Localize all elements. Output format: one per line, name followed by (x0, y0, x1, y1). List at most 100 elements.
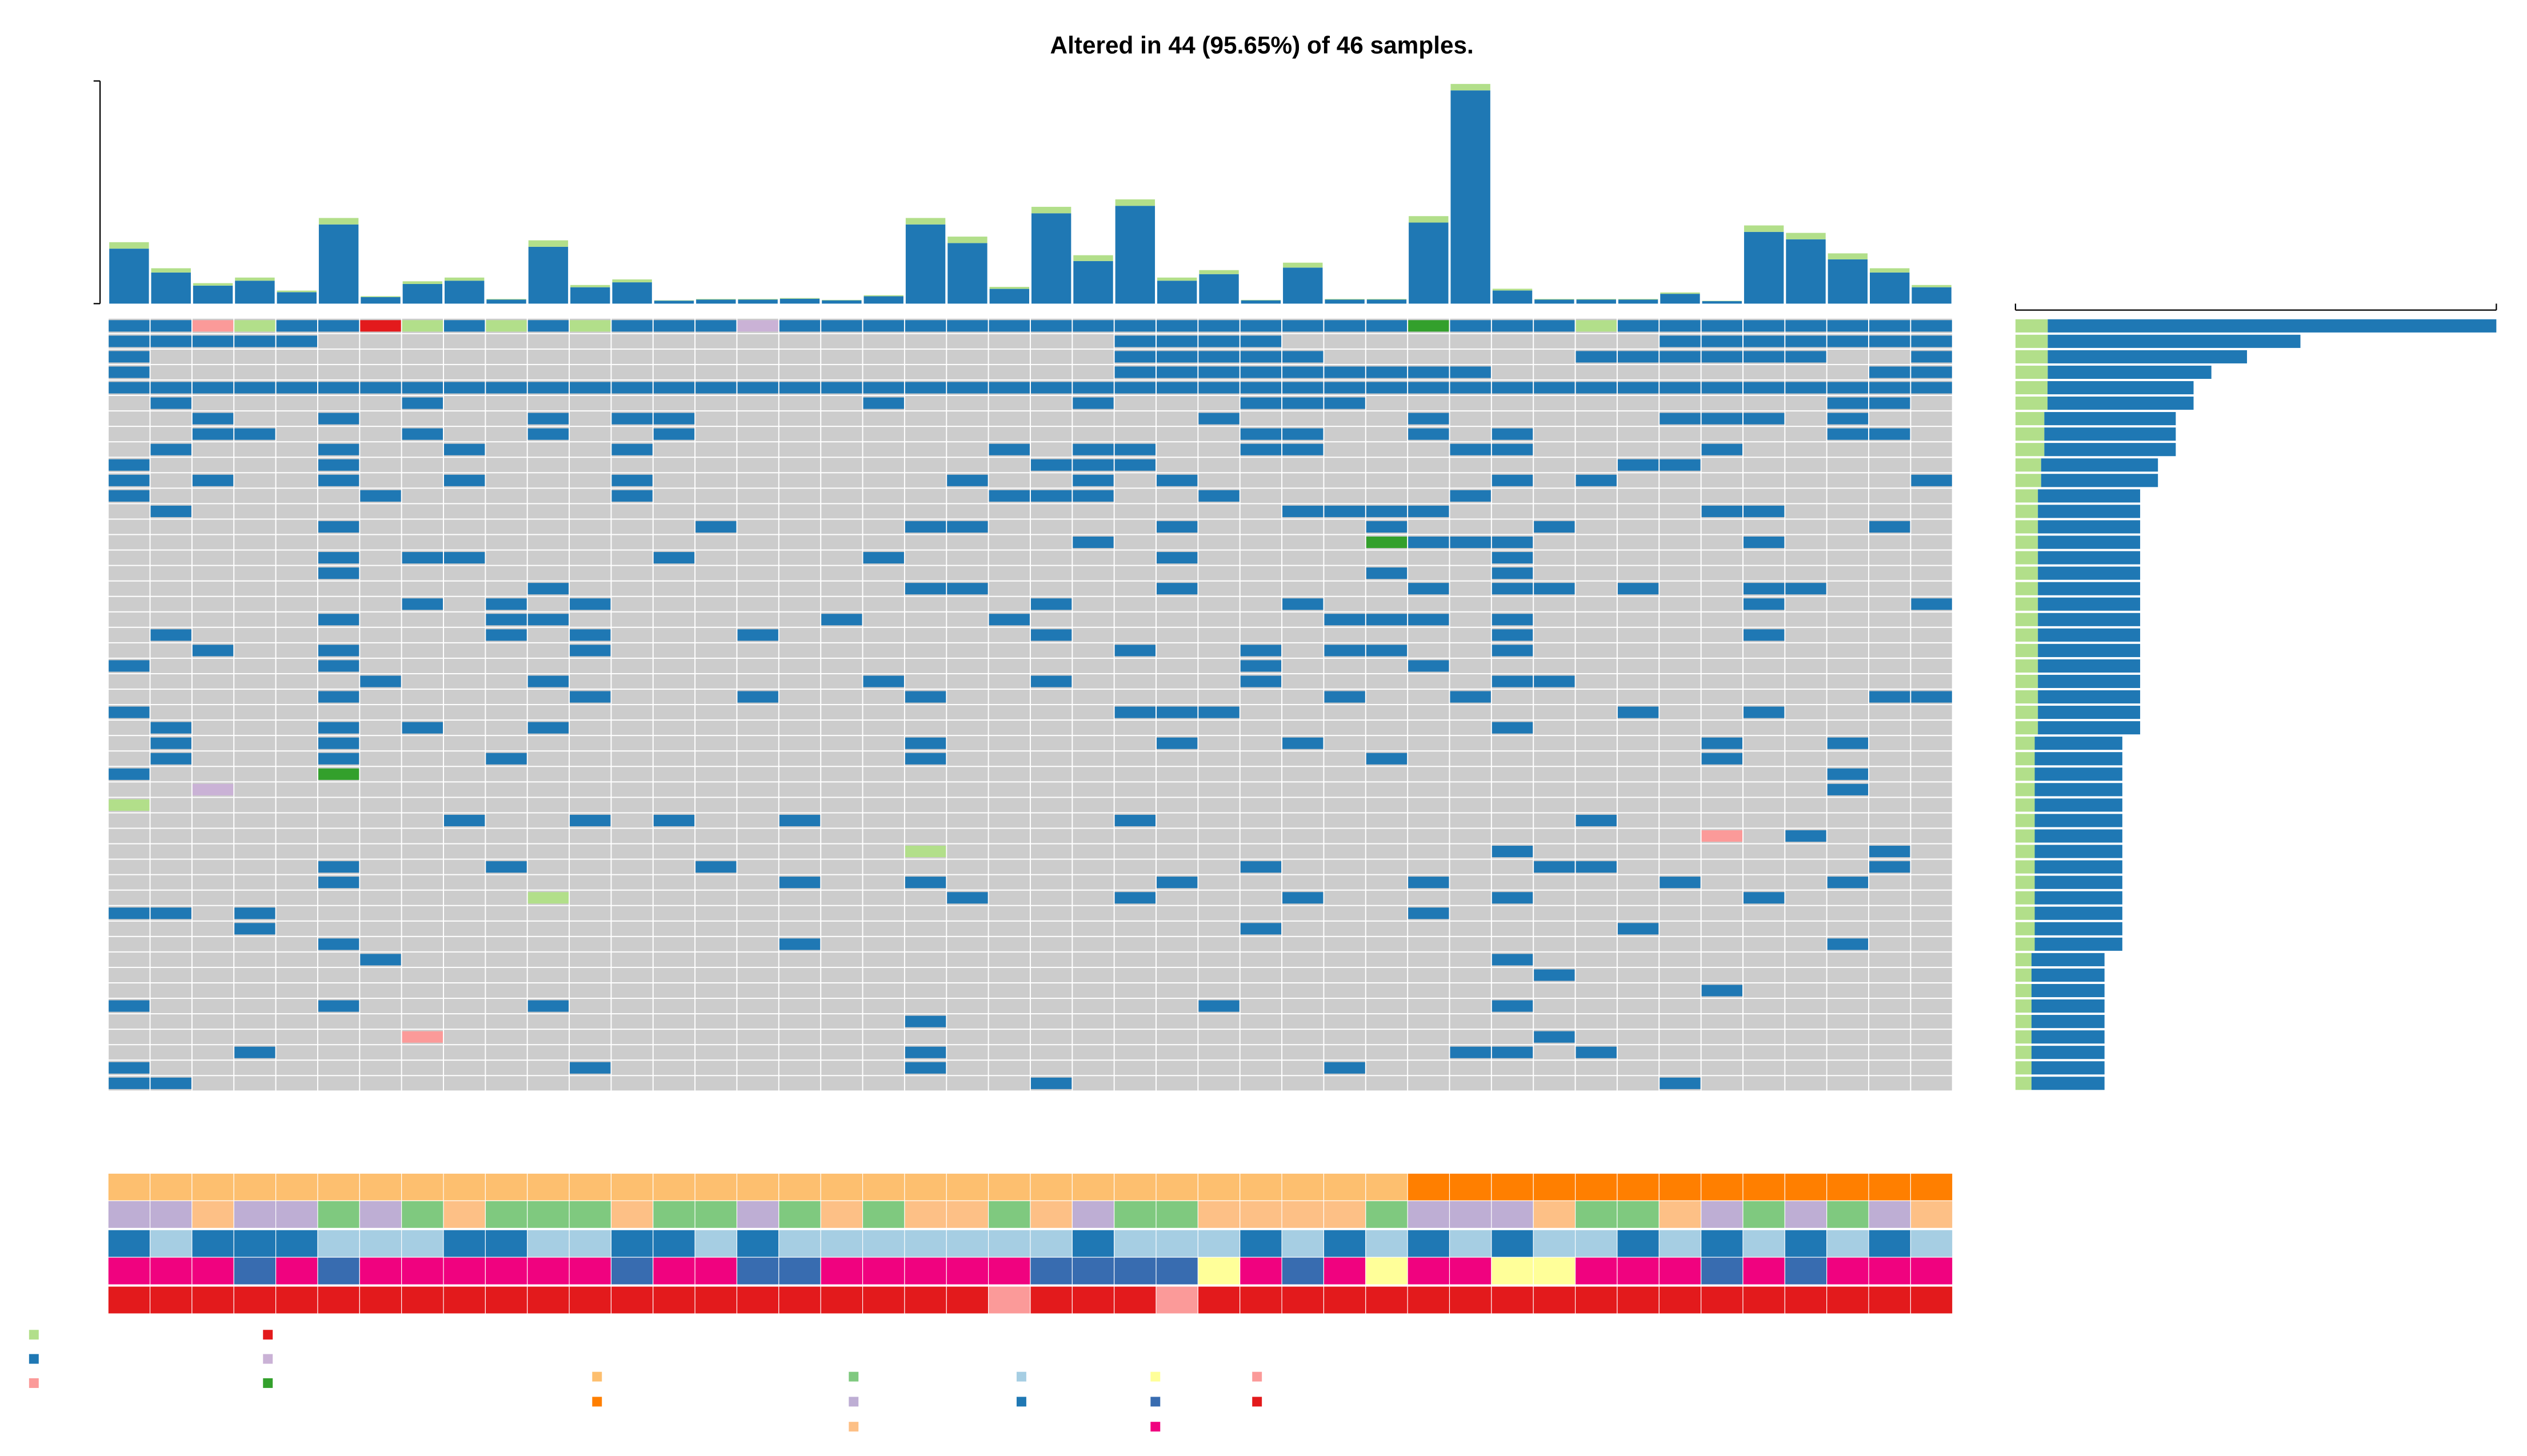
oncoprint-cell-bg (150, 798, 191, 813)
top-bar (1073, 261, 1113, 304)
oncoprint-cell-bg (695, 442, 737, 457)
oncoprint-cell (1492, 954, 1533, 966)
oncoprint-cell-bg (821, 736, 862, 751)
oncoprint-cell-bg (527, 458, 569, 473)
oncoprint-cell-bg (1240, 411, 1282, 426)
oncoprint-cell-bg (1743, 612, 1785, 627)
oncoprint-cell-bg (1911, 952, 1952, 967)
annotation-cell (1071, 1257, 1115, 1285)
oncoprint-cell-bg (1324, 597, 1365, 611)
oncoprint-cell-bg (1282, 581, 1324, 596)
oncoprint-cell-bg (1701, 396, 1742, 411)
oncoprint-cell-bg (276, 859, 317, 874)
oncoprint-cell-bg (905, 566, 946, 581)
oncoprint-cell-bg (109, 890, 150, 905)
oncoprint-cell-bg (318, 504, 359, 519)
oncoprint-cell-bg (1030, 983, 1072, 998)
annotation-cell (988, 1173, 1031, 1201)
oncoprint-cell (1114, 335, 1156, 347)
side-bar-segment (2015, 983, 2032, 998)
oncoprint-cell-bg (1157, 1014, 1198, 1029)
oncoprint-cell-bg (318, 1014, 359, 1029)
oncoprint-cell-bg (779, 519, 821, 534)
oncoprint-cell-bg (1282, 751, 1324, 766)
oncoprint-cell-bg (653, 782, 695, 797)
oncoprint-cell (1450, 366, 1491, 378)
oncoprint-cell-bg (1869, 1030, 1910, 1045)
oncoprint-cell-bg (989, 844, 1030, 859)
side-bar (2034, 845, 2122, 858)
oncoprint-cell-bg (989, 782, 1030, 797)
annotation-cell (862, 1200, 905, 1229)
oncoprint-cell-bg (1114, 597, 1156, 611)
oncoprint-cell (1534, 969, 1575, 981)
oncoprint-cell-bg (1660, 658, 1701, 673)
oncoprint-cell-bg (1660, 489, 1701, 503)
oncoprint-cell-bg (109, 581, 150, 596)
oncoprint-cell-bg (1450, 906, 1491, 921)
oncoprint-cell-bg (1660, 566, 1701, 581)
oncoprint-cell-bg (1534, 504, 1575, 519)
oncoprint-cell-bg (1869, 952, 1910, 967)
annotation-cell (862, 1229, 905, 1258)
oncoprint-cell-bg (1534, 597, 1575, 611)
oncoprint-cell-bg (234, 643, 275, 658)
top-bar (1786, 239, 1826, 304)
annotation-cell (820, 1257, 863, 1285)
oncoprint-cell-bg (1324, 967, 1365, 982)
annotation-cell (317, 1229, 360, 1258)
oncoprint-cell-bg (570, 1076, 611, 1091)
oncoprint-cell-bg (1785, 813, 1826, 828)
oncoprint-cell-bg (1324, 411, 1365, 426)
oncoprint-cell-bg (863, 705, 904, 720)
side-bar (2038, 659, 2141, 673)
oncoprint-cell-bg (527, 658, 569, 673)
oncoprint-cell (989, 443, 1030, 455)
oncoprint-cell (1114, 366, 1156, 378)
oncoprint-cell-bg (486, 906, 527, 921)
oncoprint-cell-bg (1114, 674, 1156, 689)
oncoprint-cell-bg (653, 658, 695, 673)
oncoprint-cell-bg (1534, 829, 1575, 843)
oncoprint-cell-bg (947, 334, 988, 349)
oncoprint-cell-bg (192, 519, 234, 534)
oncoprint-cell-bg (737, 458, 778, 473)
oncoprint-cell-bg (1324, 767, 1365, 782)
oncoprint-cell-bg (1701, 489, 1742, 503)
oncoprint-cell-bg (989, 504, 1030, 519)
oncoprint-cell-bg (360, 411, 401, 426)
oncoprint-cell-bg (192, 674, 234, 689)
oncoprint-cell-bg (1701, 813, 1742, 828)
oncoprint-cell-bg (611, 519, 653, 534)
oncoprint-cell-bg (1073, 658, 1114, 673)
oncoprint-cell-bg (1743, 566, 1785, 581)
oncoprint-cell-bg (276, 1045, 317, 1060)
side-bar-segment (2015, 334, 2048, 348)
oncoprint-cell-bg (1743, 689, 1785, 705)
annotation-cell (1784, 1173, 1828, 1201)
oncoprint-cell (1701, 413, 1742, 425)
oncoprint-cell-bg (653, 937, 695, 951)
top-bar (1241, 300, 1281, 304)
oncoprint-cell-bg (653, 983, 695, 998)
oncoprint-cell-bg (1785, 411, 1826, 426)
oncoprint-cell-bg (402, 967, 443, 982)
oncoprint-cell-bg (1324, 705, 1365, 720)
oncoprint-cell-bg (234, 627, 275, 642)
oncoprint-cell-bg (1492, 859, 1533, 874)
oncoprint-cell-bg (989, 813, 1030, 828)
oncoprint-cell-bg (1660, 906, 1701, 921)
oncoprint-cell-bg (150, 829, 191, 843)
annotation-cell (1826, 1286, 1869, 1314)
oncoprint-cell (737, 382, 778, 394)
oncoprint-cell-bg (360, 581, 401, 596)
oncoprint-cell-bg (486, 813, 527, 828)
oncoprint-cell-bg (1660, 983, 1701, 998)
oncoprint-cell (863, 320, 904, 332)
oncoprint-cell (1701, 351, 1742, 363)
oncoprint-cell-bg (695, 365, 737, 379)
oncoprint-cell (1492, 645, 1533, 657)
oncoprint-cell-bg (1785, 890, 1826, 905)
oncoprint-cell-bg (821, 535, 862, 550)
oncoprint-cell-bg (1660, 798, 1701, 813)
